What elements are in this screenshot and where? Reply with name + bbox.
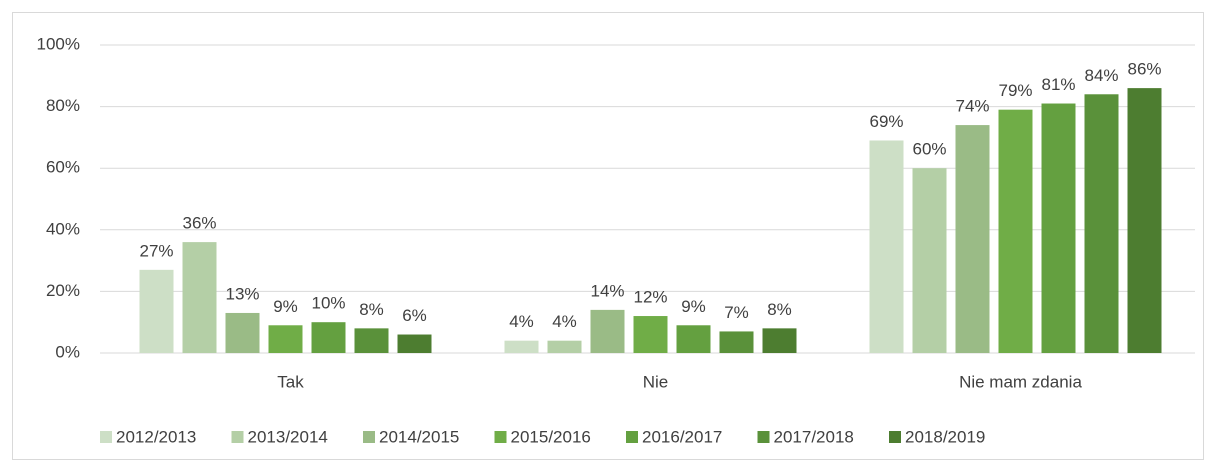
bar (719, 331, 754, 353)
bar (1127, 88, 1162, 354)
legend-label: 2013/2014 (248, 427, 328, 446)
legend-label: 2018/2019 (905, 427, 985, 446)
bar (225, 312, 260, 353)
data-label: 14% (590, 281, 624, 300)
legend-label: 2017/2018 (774, 427, 854, 446)
bar (676, 325, 711, 353)
bar (268, 325, 303, 353)
y-tick-label: 20% (46, 281, 80, 300)
data-label: 8% (767, 300, 792, 319)
legend-swatch (231, 431, 244, 443)
legend-label: 2016/2017 (642, 427, 722, 446)
y-tick-label: 0% (55, 342, 80, 361)
bar (1041, 103, 1076, 354)
bar (354, 328, 389, 353)
legend-swatch (757, 431, 770, 443)
data-label: 86% (1127, 60, 1161, 79)
legend-swatch (494, 431, 507, 443)
bar (998, 109, 1033, 354)
bar (590, 309, 625, 353)
bar (504, 340, 539, 353)
data-label: 12% (633, 288, 667, 307)
y-tick-label: 100% (37, 34, 80, 53)
legend-label: 2015/2016 (511, 427, 591, 446)
data-label: 9% (681, 297, 706, 316)
bar (182, 242, 217, 353)
bar (762, 328, 797, 353)
bar (397, 334, 432, 353)
bar (1084, 94, 1119, 353)
data-label: 13% (225, 284, 259, 303)
data-label: 6% (402, 306, 427, 325)
data-label: 10% (311, 294, 345, 313)
data-label: 79% (998, 81, 1032, 100)
data-label: 36% (182, 214, 216, 233)
bar (912, 168, 947, 353)
data-label: 69% (869, 112, 903, 131)
data-label: 27% (139, 241, 173, 260)
legend-label: 2014/2015 (379, 427, 459, 446)
data-label: 8% (359, 300, 384, 319)
y-tick-label: 40% (46, 219, 80, 238)
bar (955, 125, 990, 353)
x-tick-label: Nie mam zdania (959, 372, 1082, 391)
data-label: 9% (273, 297, 298, 316)
y-tick-label: 60% (46, 158, 80, 177)
data-label: 60% (912, 140, 946, 159)
data-label: 74% (955, 97, 989, 116)
data-label: 84% (1084, 66, 1118, 85)
legend-label: 2012/2013 (116, 427, 196, 446)
bar (139, 269, 174, 353)
data-label: 7% (724, 303, 749, 322)
y-tick-label: 80% (46, 96, 80, 115)
bar (869, 140, 904, 353)
x-tick-label: Tak (277, 372, 304, 391)
data-label: 4% (552, 312, 577, 331)
legend-swatch (889, 431, 901, 443)
legend-swatch (363, 431, 375, 443)
data-label: 4% (509, 312, 534, 331)
bar (633, 316, 668, 353)
x-tick-label: Nie (643, 372, 669, 391)
bar (547, 340, 582, 353)
bar (311, 322, 346, 353)
data-label: 81% (1041, 75, 1075, 94)
legend-swatch (100, 431, 112, 443)
legend-swatch (626, 431, 638, 443)
